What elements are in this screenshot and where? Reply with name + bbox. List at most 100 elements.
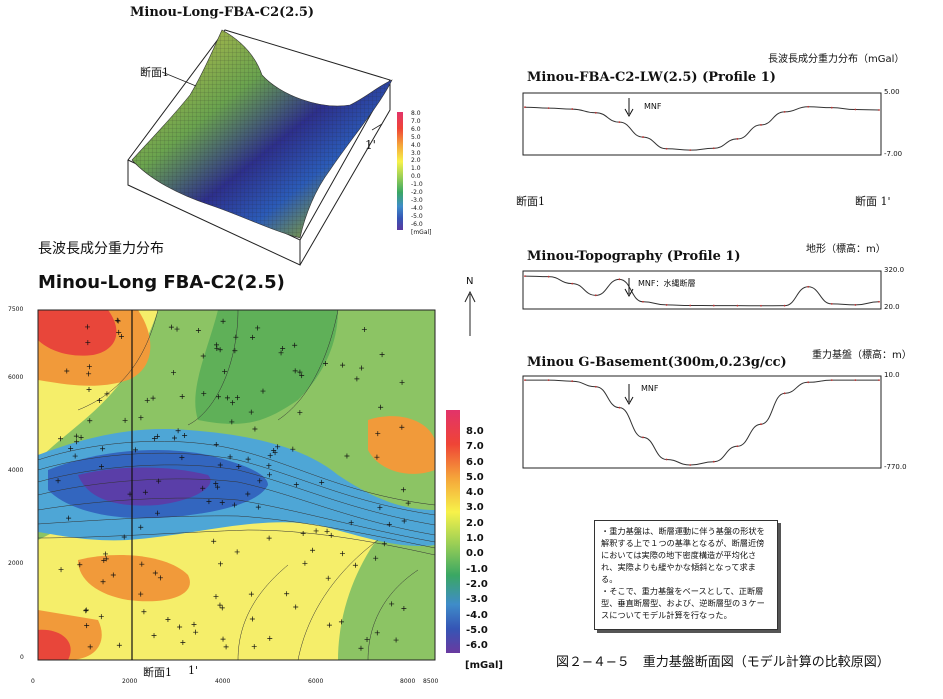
station-marker [157,575,163,581]
station-marker [354,376,360,382]
station-marker [86,371,92,377]
station-marker [302,560,308,566]
surface-colorbar-tick: 8.0 [411,110,421,117]
map-y-tick: 2000 [8,560,24,567]
station-marker [104,391,110,397]
station-marker [68,445,74,451]
station-marker [191,621,197,627]
surface-colorbar-tick: 7.0 [411,117,421,125]
station-marker [154,510,160,516]
surface-colorbar-tick: 4.0 [411,141,421,149]
station-marker [401,518,407,524]
station-marker [364,637,370,643]
station-marker [193,629,199,635]
profile3-unit: 重力基盤（標高：m） [812,350,912,361]
profile1-point [736,138,739,140]
station-marker [87,644,93,650]
profile1-point [878,109,880,111]
station-marker [138,415,144,421]
station-marker [389,601,395,607]
station-marker [393,637,399,643]
station-marker [222,369,228,375]
station-marker [374,454,380,460]
section-left-label: 断面1 [516,195,545,208]
station-marker [87,418,93,424]
station-marker [127,491,133,497]
station-marker [358,645,364,651]
profile3-point [524,379,526,382]
station-marker [344,453,350,459]
station-marker [352,562,358,568]
station-marker [214,345,220,351]
station-marker [338,619,344,625]
station-marker [165,617,171,623]
profile2-top-value: 320.0 [884,266,905,274]
profile3-title: Minou G-Basement(300m,0.23g/cc) [527,355,787,370]
station-marker [195,328,201,334]
map-y-tick: 6000 [8,374,24,381]
profile1-frame [522,92,882,156]
station-marker [229,419,235,425]
station-marker [292,368,298,374]
station-marker [138,591,144,597]
station-marker [267,635,273,641]
profile1-point [854,108,857,111]
profile3-point [878,379,880,382]
map-colorbar-tick: 7.0 [466,441,484,453]
profile3-frame [522,375,882,469]
station-marker [116,329,122,335]
station-marker [138,524,144,530]
station-marker [154,433,160,439]
station-marker [122,417,128,423]
station-marker [218,561,224,567]
station-marker [116,642,122,648]
profile3-point [642,436,644,439]
profile1-point [807,105,810,108]
station-marker [280,345,286,351]
station-marker [275,444,281,450]
station-marker [313,528,319,534]
station-marker [211,538,217,544]
map-y-tick: 4000 [8,467,24,474]
profile3-point [736,445,739,448]
surface-colorbar-unit: [mGal] [411,228,432,236]
map-colorbar-tick: 0.0 [466,548,484,560]
map-colorbar-tick: 4.0 [466,487,484,499]
station-marker [215,484,221,490]
station-marker [248,591,254,597]
station-marker [83,607,89,613]
station-marker [102,551,108,557]
map-colorbar-tick: -1.0 [466,563,488,575]
map-colorbar-unit: [mGal] [465,660,503,671]
station-marker [293,604,299,610]
station-marker [182,433,188,439]
station-marker [213,441,219,447]
profile2-point [689,304,692,307]
mnf-arrow-icon [624,98,634,118]
map-x-tick: 0 [31,678,35,685]
station-marker [266,472,272,478]
station-marker [326,622,332,628]
station-marker [97,398,103,404]
station-marker [217,462,223,468]
map-colorbar-tick: 3.0 [466,502,484,514]
station-marker [284,591,290,597]
profile1-point [830,106,833,109]
station-marker [232,502,238,508]
mnf-arrow-icon [624,278,634,298]
station-marker [219,605,225,611]
profile2-point [878,300,880,303]
profile1-point [594,111,597,114]
profile3-point [712,460,715,463]
station-marker [230,400,236,406]
station-marker [224,395,230,401]
profile3-line [525,379,879,466]
profile1-title: Minou-FBA-C2-LW(2.5) (Profile 1) [527,70,776,85]
profile3-point [854,379,857,382]
station-marker [359,365,365,371]
map-x-tick: 2000 [122,678,138,685]
note-line-2: ・そこで、重力基盤をベースとして、正断層型、垂直断層型、および、逆断層型の３ケー… [601,586,765,620]
surface-colorbar-tick: -3.0 [411,196,423,204]
station-marker [100,579,106,585]
station-marker [257,478,263,484]
